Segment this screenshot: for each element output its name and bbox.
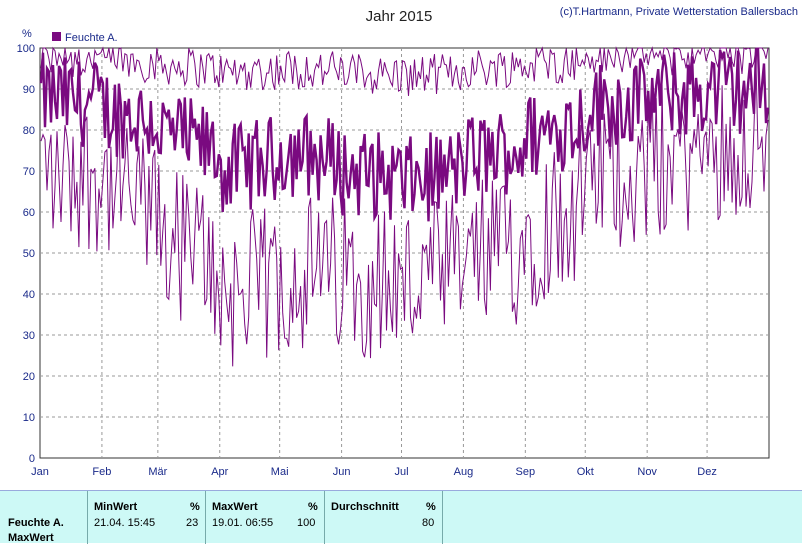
y-axis-unit: % [22,28,32,40]
max-value: 100 [297,517,316,529]
x-tick-label: Mär [148,466,167,478]
x-tick-label: Sep [516,466,536,478]
y-tick-label: 90 [23,84,35,96]
stats-separator [87,491,88,544]
x-tick-label: Jul [394,466,408,478]
legend-label: Feuchte A. [65,32,118,44]
max-time: 19.01. 06:55 [212,517,274,529]
legend-swatch [52,32,61,41]
max-header: MaxWert [212,501,258,513]
series-line-max [40,46,769,96]
y-tick-label: 0 [29,453,35,465]
y-tick-label: 10 [23,412,35,424]
x-tick-label: Feb [92,466,111,478]
min-unit: % [190,501,200,513]
y-axis-ticks: 0 10 20 30 40 50 60 70 80 90 100 [17,43,35,465]
x-tick-label: Dez [697,466,717,478]
y-tick-label: 70 [23,166,35,178]
max-unit: % [308,501,318,513]
stats-separator [205,491,206,544]
y-tick-label: 30 [23,330,35,342]
humidity-chart: Jahr 2015 (c)T.Hartmann, Private Wetters… [17,6,798,478]
series-line-min [40,61,769,367]
stats-row-label: Feuchte A. [8,517,64,529]
x-tick-label: Apr [211,466,228,478]
y-tick-label: 40 [23,289,35,301]
y-tick-label: 50 [23,248,35,260]
x-tick-label: Nov [637,466,657,478]
chart-title: Jahr 2015 [366,8,433,25]
y-tick-label: 60 [23,207,35,219]
y-tick-label: 20 [23,371,35,383]
avg-value: 80 [422,517,435,529]
x-tick-label: Aug [454,466,474,478]
stats-separator [324,491,325,544]
y-tick-label: 80 [23,125,35,137]
x-tick-label: Jun [333,466,351,478]
avg-header: Durchschnitt [331,501,399,513]
series-line-mean [39,47,770,223]
min-time: 21.04. 15:45 [94,517,156,529]
x-tick-label: Mai [271,466,289,478]
grid-lines [40,48,769,458]
statistics-panel: Feuchte A. MaxWert MinWert % 21.04. 15:4… [0,490,802,544]
min-value: 23 [186,517,199,529]
x-tick-label: Jan [31,466,49,478]
avg-unit: % [426,501,436,513]
x-axis-ticks: Jan Feb Mär Apr Mai Jun Jul Aug Sep Okt Nov Dez [31,466,717,478]
stats-separator [442,491,443,544]
y-tick-label: 100 [17,43,35,55]
chart-credit: (c)T.Hartmann, Private Wetterstation Bal… [560,6,798,18]
min-header: MinWert [94,501,138,513]
x-tick-label: Okt [577,466,594,478]
series-lines [39,46,770,367]
stats-row-label-2: MaxWert [8,532,54,544]
